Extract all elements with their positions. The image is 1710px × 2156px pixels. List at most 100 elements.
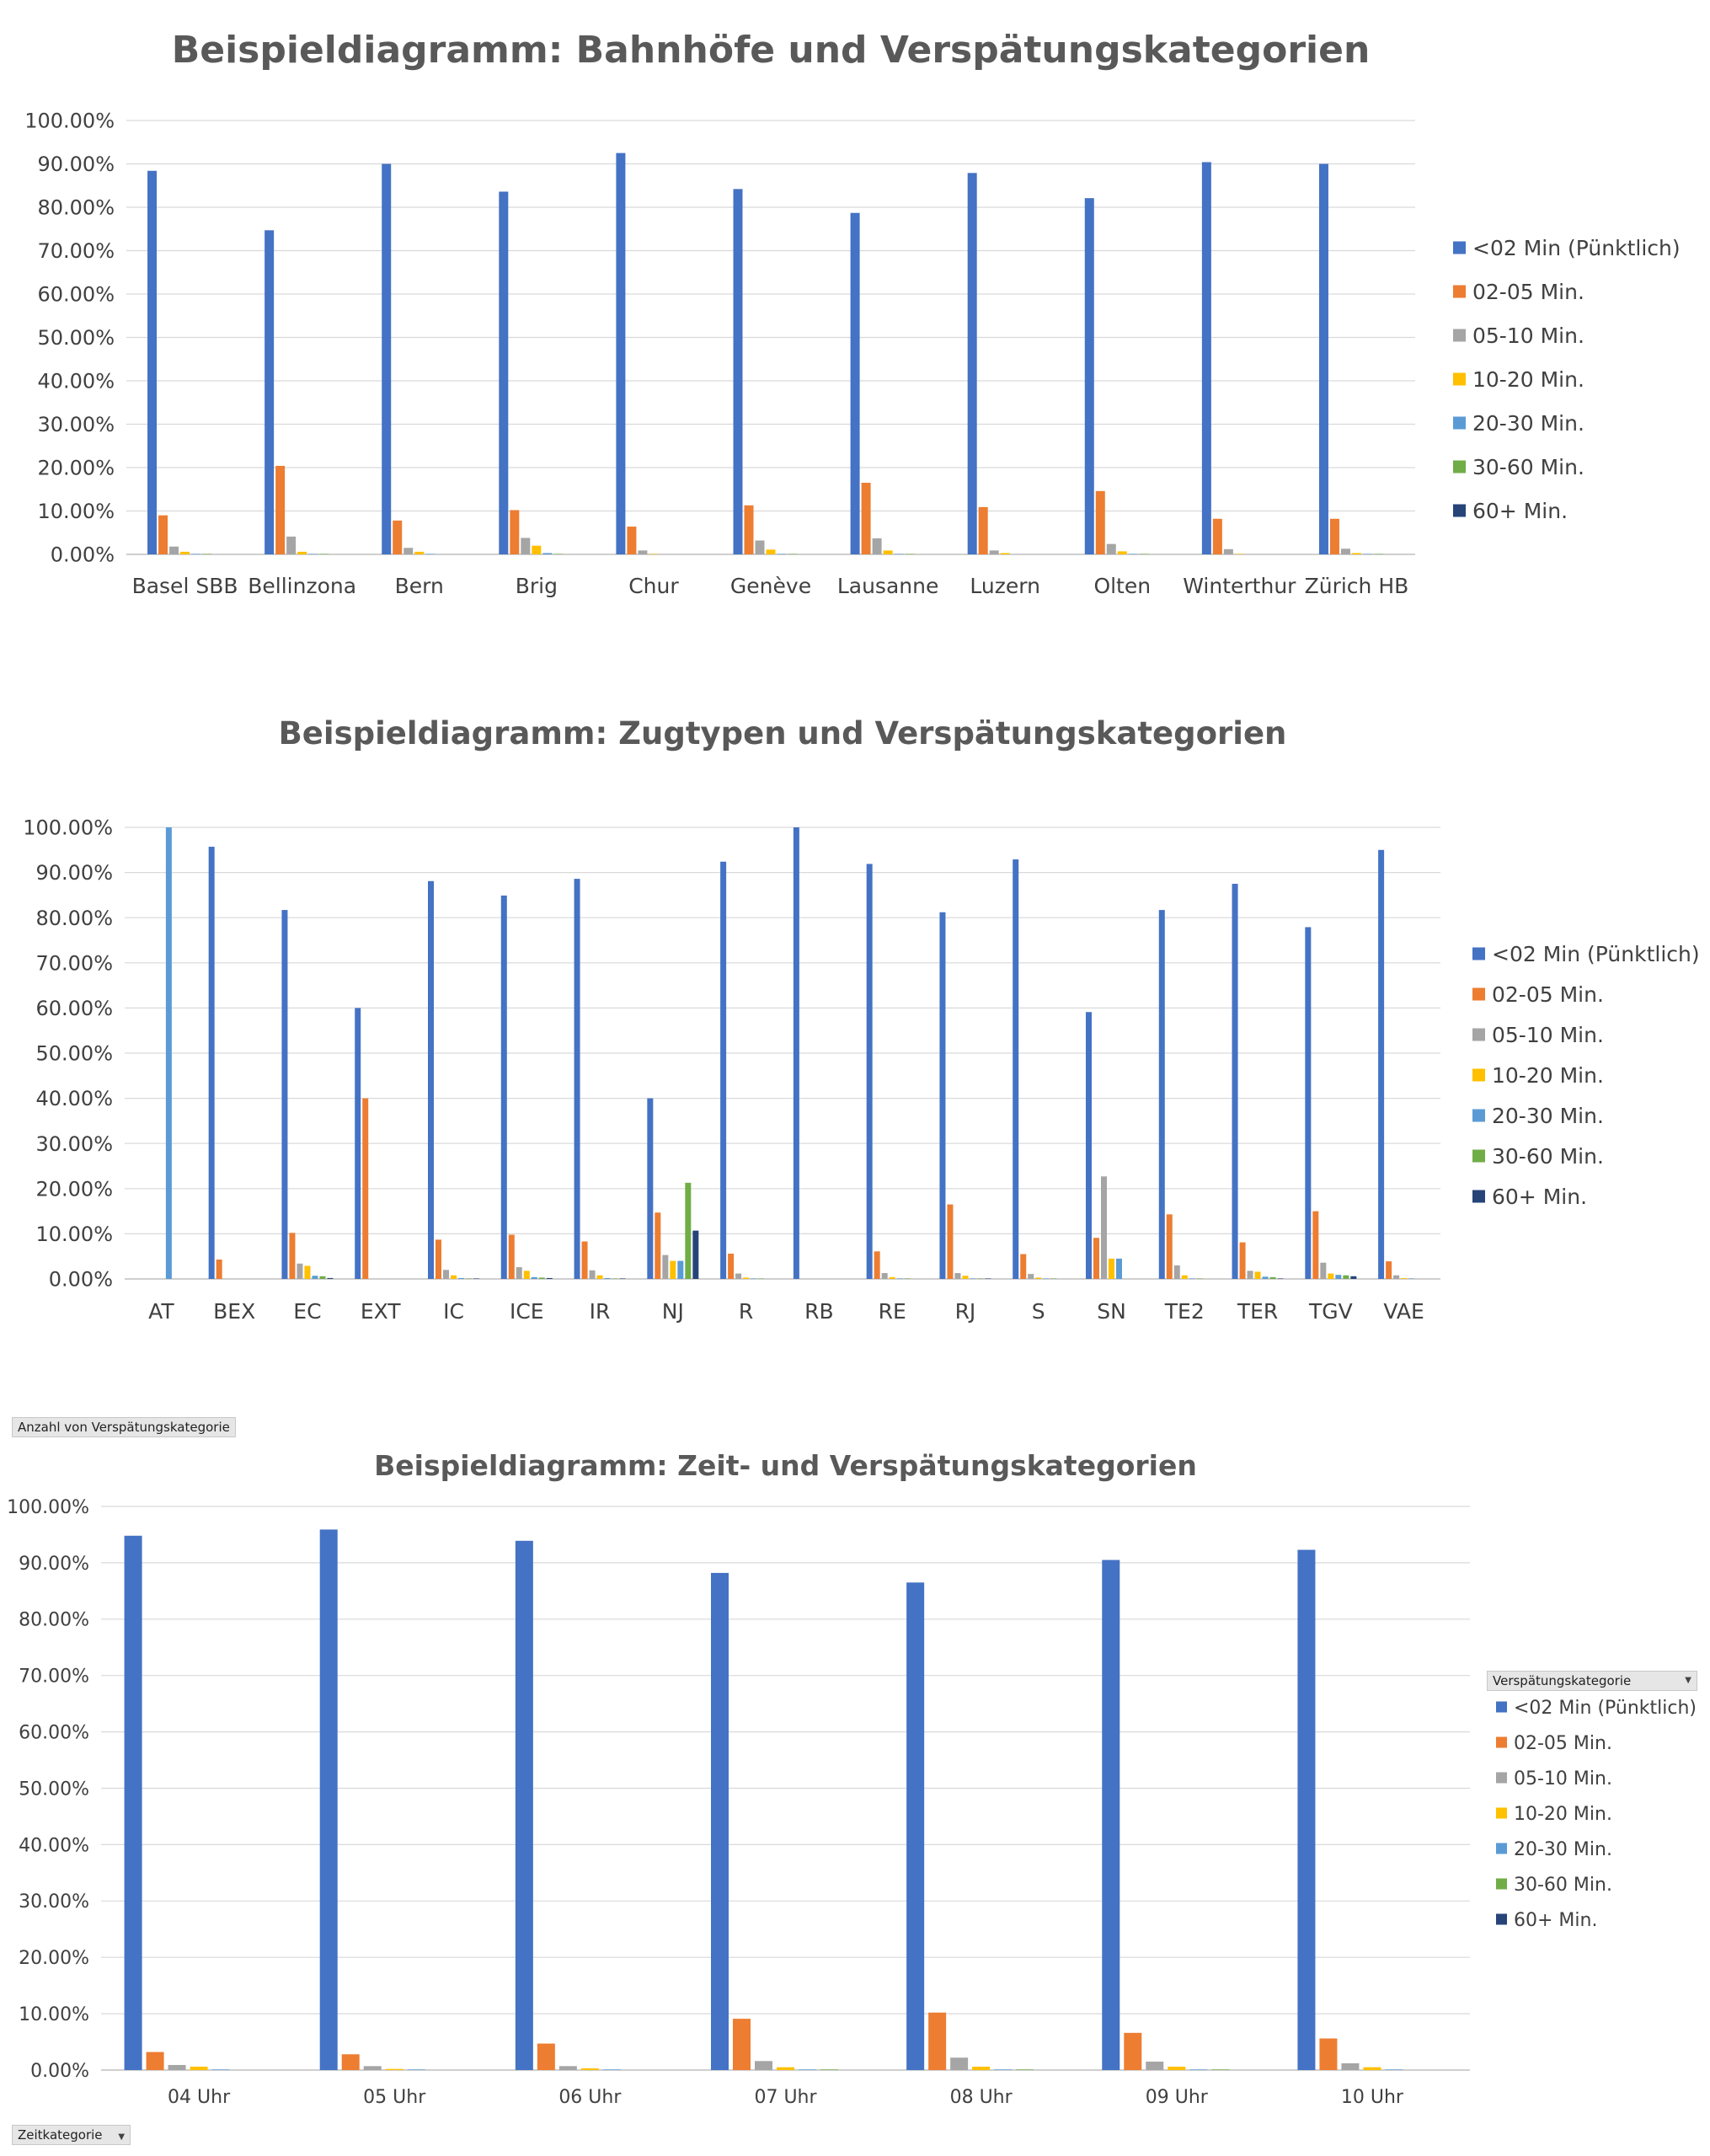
y-tick-label: 0.00% <box>49 1268 113 1292</box>
bar <box>692 1230 699 1279</box>
bar <box>896 1278 903 1279</box>
legend-swatch <box>1472 987 1485 1001</box>
bar <box>1043 1278 1050 1279</box>
bar <box>532 545 542 554</box>
bar <box>180 551 190 554</box>
bar <box>558 2066 577 2070</box>
x-tick-label: EXT <box>361 1299 401 1324</box>
bar <box>1084 198 1094 554</box>
bar <box>947 1204 954 1279</box>
bar <box>1050 1278 1057 1279</box>
bar <box>989 550 999 554</box>
y-tick-label: 20.00% <box>35 1177 113 1201</box>
bar <box>147 170 158 555</box>
y-tick-label: 10.00% <box>35 1222 113 1246</box>
bar <box>1408 1278 1415 1279</box>
y-tick-label: 60.00% <box>35 997 113 1020</box>
bar <box>403 548 414 554</box>
bar <box>962 1276 969 1279</box>
legend-entry: 60+ Min. <box>1492 1185 1587 1209</box>
x-tick-label: 04 Uhr <box>168 2087 231 2108</box>
bar <box>393 520 403 554</box>
legend-entry: 30-60 Min. <box>1514 1875 1612 1896</box>
bar <box>1340 548 1350 554</box>
bar <box>967 173 977 554</box>
bar <box>1401 1277 1408 1279</box>
bar <box>580 2068 599 2070</box>
bar <box>755 540 765 554</box>
x-tick-label: RJ <box>955 1299 976 1324</box>
legend-entry: 20-30 Min. <box>1514 1839 1612 1860</box>
pivot-axis-field-label: Zeitkategorie <box>18 2127 103 2143</box>
bar <box>1277 1278 1284 1279</box>
y-tick-label: 40.00% <box>37 370 115 393</box>
bar <box>874 1251 880 1279</box>
chart-zeitkategorien: Beispieldiagramm: Zeit- und Verspätungsk… <box>7 1449 1697 2108</box>
bar <box>744 505 754 554</box>
bar <box>1189 2069 1208 2070</box>
bar <box>793 827 799 1279</box>
bar <box>211 2069 230 2070</box>
bar <box>297 551 307 554</box>
bar <box>1363 2067 1381 2070</box>
legend-swatch <box>1453 504 1466 517</box>
y-tick-label: 80.00% <box>19 1610 89 1631</box>
x-tick-label: 09 Uhr <box>1146 2087 1209 2108</box>
bar <box>616 152 626 554</box>
legend-entry: 10-20 Min. <box>1472 367 1584 392</box>
bar <box>1305 927 1312 1279</box>
y-tick-label: 0.00% <box>30 2061 89 2082</box>
bar <box>906 1582 925 2070</box>
chart-zugtypen: Beispieldiagramm: Zugtypen und Verspätun… <box>23 715 1699 1324</box>
bar <box>1035 1277 1042 1279</box>
y-tick-label: 100.00% <box>23 816 113 840</box>
bar <box>581 1241 588 1279</box>
legend-entry: <02 Min (Pünktlich) <box>1514 1698 1697 1719</box>
bar <box>872 538 882 554</box>
bar <box>1124 2032 1142 2070</box>
x-tick-label: Genève <box>730 574 811 598</box>
bar <box>939 912 946 1279</box>
bar <box>281 910 288 1279</box>
bar <box>458 1277 464 1279</box>
bar <box>286 536 297 554</box>
bar <box>866 864 873 1279</box>
bar <box>382 163 392 554</box>
bar <box>538 1277 545 1279</box>
bar <box>766 549 776 554</box>
bar <box>1109 1258 1114 1279</box>
bar <box>1386 1261 1392 1279</box>
bar <box>537 2043 555 2070</box>
bar <box>414 551 425 554</box>
x-tick-label: RB <box>804 1299 834 1324</box>
x-tick-label: Lausanne <box>837 574 939 598</box>
y-tick-label: 30.00% <box>35 1132 113 1156</box>
pivot-legend-field-button[interactable]: Verspätungskategorie ▼ <box>1487 1671 1697 1691</box>
bar <box>319 1276 326 1279</box>
chart-title: Beispieldiagramm: Zeit- und Verspätungsk… <box>374 1449 1197 1482</box>
pivot-values-field-button[interactable]: Anzahl von Verspätungskategorie <box>12 1417 236 1437</box>
legend-entry: 10-20 Min. <box>1514 1804 1612 1825</box>
bar <box>589 1270 596 1279</box>
bar <box>1328 1273 1334 1279</box>
bar <box>327 1277 334 1279</box>
pivot-axis-field-button[interactable]: Zeitkategorie ▼ <box>12 2125 131 2145</box>
legend-entry: 30-60 Min. <box>1472 455 1584 479</box>
bar <box>312 1276 318 1279</box>
bar <box>1095 490 1105 554</box>
legend-swatch <box>1496 1772 1507 1784</box>
bar <box>499 191 509 554</box>
bar <box>1341 2062 1360 2070</box>
bar <box>341 2054 360 2070</box>
bar <box>1320 1262 1327 1279</box>
bar <box>297 1263 303 1279</box>
x-tick-label: IR <box>590 1299 611 1324</box>
bar <box>1350 1276 1357 1279</box>
x-tick-label: IC <box>443 1299 464 1324</box>
bar <box>1378 849 1385 1279</box>
legend-swatch <box>1453 285 1466 298</box>
legend-swatch <box>1472 1190 1485 1203</box>
x-tick-label: BEX <box>213 1299 255 1324</box>
bar <box>1168 2066 1186 2070</box>
y-tick-label: 60.00% <box>19 1723 89 1744</box>
